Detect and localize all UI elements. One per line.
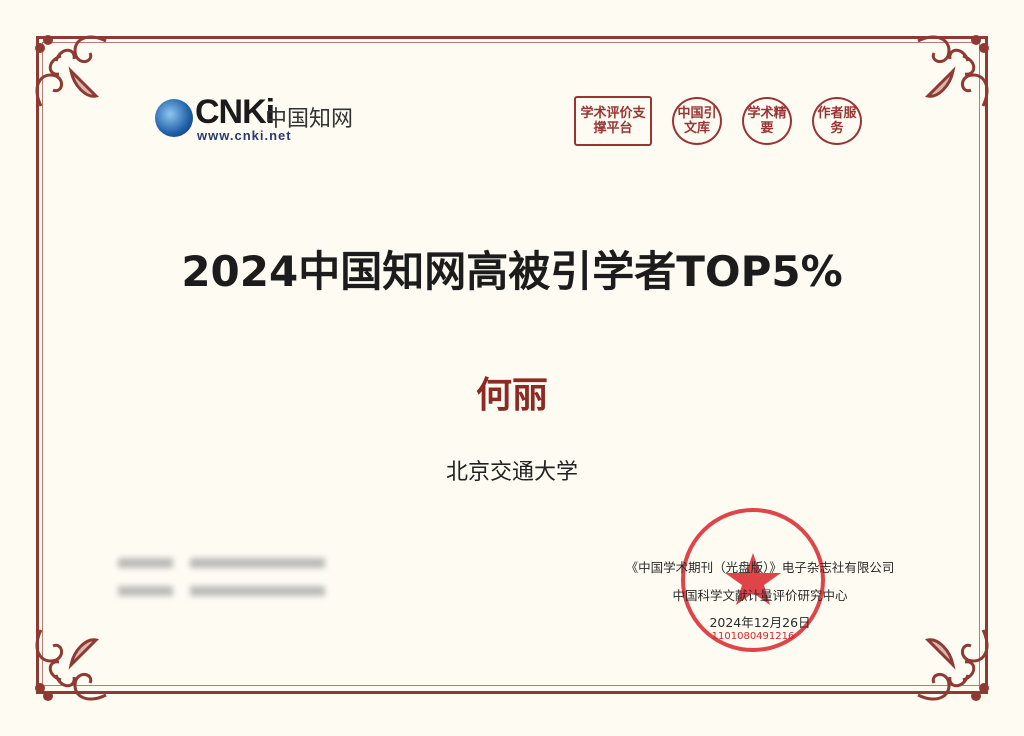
service-seals: 学术评价支撑平台 中国引文库 学术精要 作者服务 (574, 96, 862, 146)
logo-url: www.cnki.net (197, 128, 292, 143)
corner-ornament-icon (35, 629, 107, 701)
cnki-logo: CNKi 中国知网 www.cnki.net (155, 93, 355, 145)
official-stamp-icon: 1101080491216 (681, 508, 825, 652)
seal-author-services: 作者服务 (812, 97, 862, 145)
seal-academic-essentials: 学术精要 (742, 97, 792, 145)
issue-date: 2024年12月26日 (709, 615, 811, 630)
seal-evaluation-platform: 学术评价支撑平台 (574, 96, 652, 146)
recipient-institution: 北京交通大学 (445, 460, 578, 485)
certificate-title: 2024中国知网高被引学者TOP5% (181, 247, 843, 296)
redacted-value (190, 586, 325, 596)
seal-citation-library: 中国引文库 (672, 97, 722, 145)
corner-ornament-icon (917, 35, 989, 107)
issuer-research-center: 中国科学文献计量评价研究中心 (672, 588, 848, 603)
stamp-code: 1101080491216 (712, 631, 795, 642)
certificate-border-inner (42, 42, 980, 686)
logo-name-cn: 中国知网 (265, 107, 354, 132)
redacted-value (190, 558, 325, 568)
globe-icon (155, 99, 193, 137)
corner-ornament-icon (35, 35, 107, 107)
corner-ornament-icon (917, 629, 989, 701)
redacted-label (118, 586, 173, 596)
redacted-label (118, 558, 173, 568)
recipient-name: 何丽 (475, 375, 548, 416)
issuer-publisher: 《中国学术期刊（光盘版）》电子杂志社有限公司 (625, 560, 895, 575)
certificate-border-outer (36, 36, 988, 694)
logo-brand: CNKi (195, 93, 275, 131)
